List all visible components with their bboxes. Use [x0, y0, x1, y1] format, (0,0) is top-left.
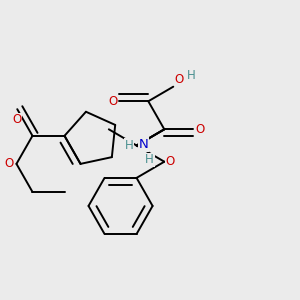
Text: H: H: [187, 69, 196, 82]
Text: H: H: [145, 153, 154, 167]
Text: O: O: [195, 123, 204, 136]
Text: O: O: [4, 158, 14, 170]
Text: O: O: [108, 95, 118, 108]
Text: O: O: [13, 113, 22, 126]
Text: H: H: [125, 139, 134, 152]
Text: N: N: [139, 138, 148, 151]
Text: O: O: [165, 155, 175, 168]
Text: O: O: [174, 73, 184, 86]
